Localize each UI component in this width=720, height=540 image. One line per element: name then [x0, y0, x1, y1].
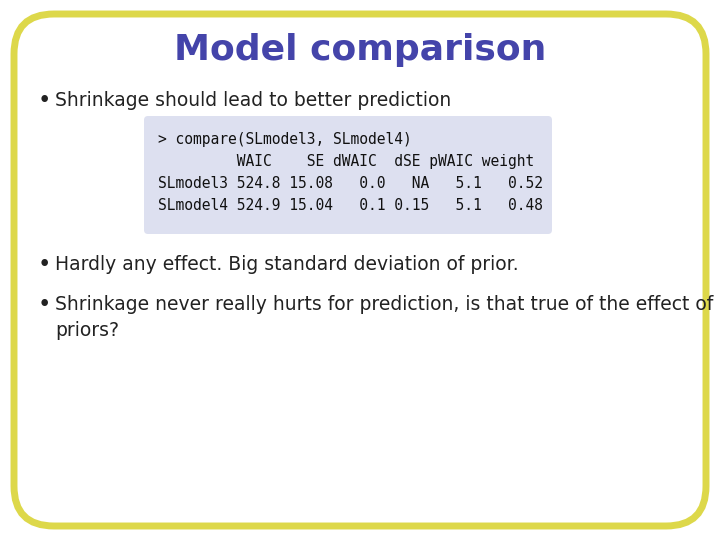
FancyBboxPatch shape [14, 14, 706, 526]
Text: Shrinkage should lead to better prediction: Shrinkage should lead to better predicti… [55, 91, 451, 110]
Text: •: • [38, 294, 51, 316]
Text: priors?: priors? [55, 321, 119, 340]
Text: Shrinkage never really hurts for prediction, is that true of the effect of: Shrinkage never really hurts for predict… [55, 295, 714, 314]
Text: •: • [38, 89, 51, 111]
Text: SLmodel4 524.9 15.04   0.1 0.15   5.1   0.48: SLmodel4 524.9 15.04 0.1 0.15 5.1 0.48 [158, 198, 543, 213]
Text: Hardly any effect. Big standard deviation of prior.: Hardly any effect. Big standard deviatio… [55, 255, 518, 274]
Text: Model comparison: Model comparison [174, 33, 546, 67]
FancyBboxPatch shape [144, 116, 552, 234]
Text: SLmodel3 524.8 15.08   0.0   NA   5.1   0.52: SLmodel3 524.8 15.08 0.0 NA 5.1 0.52 [158, 176, 543, 191]
Text: WAIC    SE dWAIC  dSE pWAIC weight: WAIC SE dWAIC dSE pWAIC weight [158, 154, 534, 169]
Text: > compare(SLmodel3, SLmodel4): > compare(SLmodel3, SLmodel4) [158, 132, 412, 147]
Text: •: • [38, 253, 51, 276]
